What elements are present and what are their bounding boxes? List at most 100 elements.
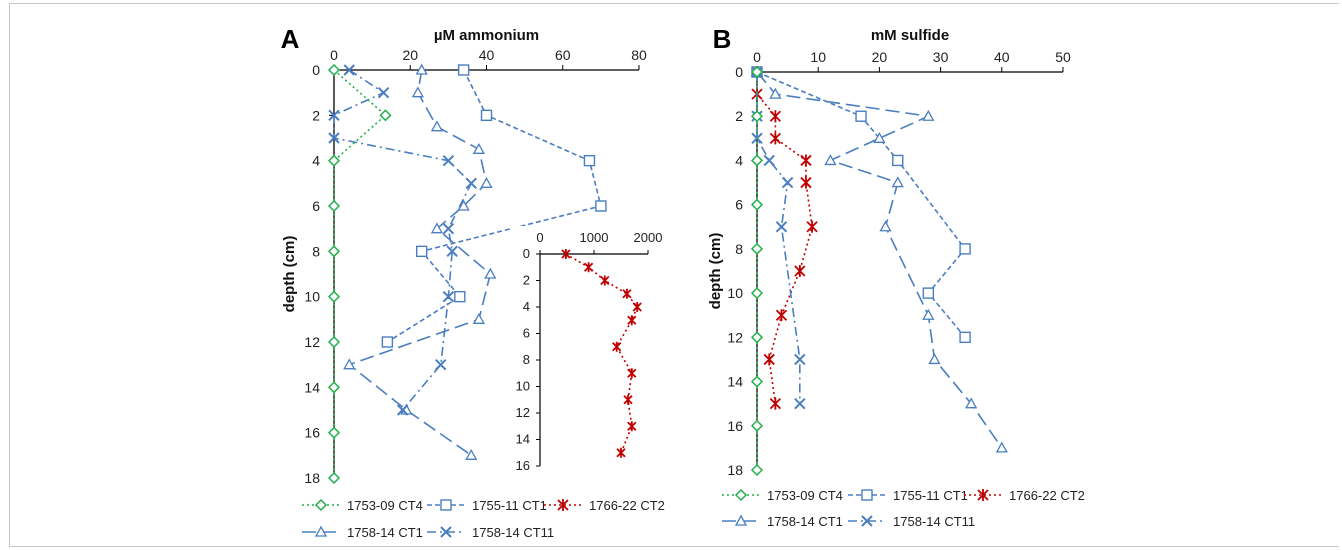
- triangle-marker: [472, 312, 485, 324]
- legend-item: 1766-22 CT2: [544, 498, 665, 513]
- x-tick-label: 40: [479, 47, 495, 63]
- series-1758-14-ct1: [750, 65, 1008, 453]
- series-1753-09-ct4: [750, 65, 764, 477]
- series-1766-22-ct2: [751, 66, 818, 410]
- legend-item: 1753-09 CT4: [722, 488, 843, 503]
- series-line: [756, 72, 813, 404]
- square-marker: [595, 200, 607, 212]
- y-tick-label: 14: [304, 379, 320, 395]
- square-marker: [855, 110, 867, 122]
- square-marker: [457, 64, 470, 76]
- y-tick-label: 2: [735, 108, 743, 124]
- diamond-marker: [750, 375, 764, 388]
- diamond-marker: [327, 381, 341, 394]
- inset-y-tick-label: 6: [523, 326, 530, 341]
- diamond-marker: [327, 290, 341, 303]
- legend-label: 1758-14 CT1: [347, 525, 423, 540]
- y-tick-label: 4: [312, 153, 320, 169]
- diamond-marker: [750, 331, 764, 344]
- triangle-marker: [314, 525, 328, 537]
- triangle-marker: [430, 120, 444, 132]
- series-1755-11-ct1: [381, 64, 607, 348]
- triangle-marker: [928, 353, 941, 365]
- triangle-marker: [457, 199, 470, 211]
- legend-label: 1758-14 CT11: [893, 514, 975, 529]
- diamond-marker: [327, 471, 341, 485]
- triangle-marker: [472, 142, 485, 154]
- legend-label: 1755-11 CT1: [893, 488, 968, 503]
- y-tick-label: 10: [727, 285, 743, 301]
- series-line: [347, 69, 492, 456]
- y-tick-label: 14: [727, 374, 743, 390]
- x-tick-label: 30: [933, 49, 949, 65]
- legend-item: 1758-14 CT11: [848, 514, 975, 529]
- star-marker: [627, 368, 637, 379]
- series-line: [565, 253, 639, 454]
- star-marker: [627, 421, 637, 432]
- star-marker: [632, 302, 642, 312]
- x-marker: [343, 64, 355, 76]
- star-marker: [612, 341, 622, 352]
- legend-b: 1753-09 CT4 1755-11 CT1 1766-22 CT2 1758-14…: [722, 488, 1085, 529]
- diamond-marker: [750, 65, 764, 79]
- triangle-marker: [411, 86, 424, 98]
- y-tick-label: 6: [735, 197, 743, 213]
- square-marker: [922, 287, 935, 299]
- diamond-marker: [750, 110, 764, 123]
- series-line: [756, 71, 967, 338]
- triangle-marker: [480, 176, 493, 188]
- star-marker: [622, 288, 632, 299]
- x-marker: [465, 177, 477, 190]
- star-marker: [623, 394, 633, 405]
- y-tick-label: 10: [304, 289, 320, 305]
- diamond-marker: [750, 198, 764, 211]
- series-line: [756, 72, 801, 404]
- legend-label: 1758-14 CT1: [767, 514, 843, 529]
- triangle-marker: [922, 308, 935, 320]
- star-marker: [583, 262, 594, 273]
- series-line: [756, 71, 1003, 449]
- x-marker: [861, 515, 873, 527]
- x-tick-label: 40: [994, 49, 1010, 65]
- x-marker: [442, 154, 455, 167]
- inset-chart: 0 1000 2000 0 2 4 6 8 10 12 14 16: [510, 226, 668, 478]
- diamond-marker: [379, 109, 392, 122]
- diamond-marker: [327, 335, 341, 349]
- x-marker: [328, 132, 340, 144]
- series-1758-14-ct11: [328, 64, 477, 416]
- star-marker: [794, 265, 806, 277]
- square-marker: [440, 499, 452, 511]
- y-tick-label: 12: [727, 329, 743, 345]
- square-marker: [583, 154, 596, 167]
- legend-label: 1758-14 CT11: [472, 525, 554, 540]
- square-marker: [415, 245, 428, 258]
- x-marker: [794, 353, 806, 366]
- inset-y-tick-label: 16: [516, 458, 530, 473]
- inset-x-tick-label: 0: [536, 230, 543, 245]
- star-marker: [769, 397, 781, 410]
- star-marker: [763, 353, 775, 366]
- inset-series: [561, 249, 642, 458]
- x-tick-label: 0: [753, 49, 761, 65]
- legend-item: 1758-14 CT11: [427, 525, 554, 540]
- legend-item: 1753-09 CT4: [302, 498, 423, 513]
- figure-frame: [9, 3, 1339, 547]
- triangle-marker: [891, 176, 904, 188]
- y-tick-label: 16: [304, 425, 320, 441]
- triangle-marker: [415, 63, 428, 75]
- x-axis-title: µM ammonium: [434, 27, 539, 44]
- diamond-marker: [327, 245, 341, 258]
- diamond-marker: [750, 419, 764, 432]
- diamond-marker: [327, 199, 341, 213]
- square-marker: [480, 109, 493, 122]
- series-1755-11-ct1: [751, 66, 971, 344]
- legend-item: 1766-22 CT2: [964, 488, 1085, 503]
- x-tick-label: 50: [1055, 49, 1071, 65]
- y-axis-title: depth (cm): [281, 236, 298, 313]
- x-tick-label: 60: [555, 47, 571, 63]
- y-tick-label: 18: [304, 470, 320, 486]
- x-marker: [763, 154, 775, 167]
- square-marker: [454, 290, 466, 303]
- legend-item: 1758-14 CT1: [302, 525, 423, 540]
- triangle-marker: [922, 109, 935, 121]
